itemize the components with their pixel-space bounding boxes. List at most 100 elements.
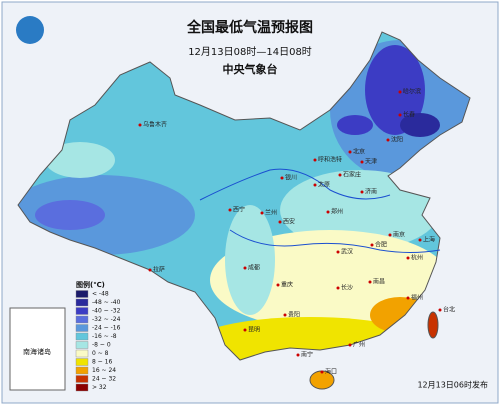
city-dot [243, 266, 247, 270]
city-label: 重庆 [281, 281, 293, 289]
legend-swatch [75, 366, 89, 375]
legend-label: 8 ~ 16 [92, 359, 112, 366]
city-dot [386, 138, 390, 142]
legend-label: 24 ~ 32 [92, 376, 116, 383]
city-dot [313, 158, 317, 162]
issuer: 中央气象台 [223, 62, 278, 76]
legend-swatch [75, 383, 89, 392]
legend-label: -16 ~ -8 [92, 333, 117, 340]
city-dot [406, 256, 410, 260]
city-dot [438, 308, 442, 312]
city-dot [283, 313, 287, 317]
city-label: 福州 [411, 294, 423, 302]
city-label: 昆明 [248, 327, 260, 334]
city-label: 西宁 [233, 206, 245, 214]
city-dot [370, 243, 374, 247]
city-label: 西安 [283, 218, 295, 226]
city-dot [138, 123, 142, 127]
city-label: 济南 [365, 188, 377, 196]
city-dot [148, 268, 152, 272]
legend-swatch [75, 307, 89, 315]
legend-swatch [75, 375, 89, 383]
legend-label: > 32 [92, 384, 107, 391]
legend-label: -32 ~ -24 [92, 316, 121, 323]
city-dot [278, 220, 282, 224]
city-dot [320, 370, 324, 374]
legend-label: -8 ~ 0 [92, 342, 111, 349]
legend-swatch [75, 290, 89, 298]
inset-label: 南海诸岛 [23, 347, 51, 356]
city-label: 南昌 [373, 278, 385, 286]
city-dot [406, 296, 410, 300]
legend-swatch [75, 332, 89, 341]
city-label: 银川 [285, 174, 297, 182]
city-dot [228, 208, 232, 212]
city-dot [336, 250, 340, 254]
city-dot [360, 190, 364, 194]
city-dot [348, 150, 352, 154]
city-dot [296, 353, 300, 357]
city-dot [348, 343, 352, 347]
city-dot [398, 90, 402, 94]
river [199, 168, 391, 201]
legend-swatch [75, 298, 89, 307]
title: 全国最低气温预报图 [186, 19, 313, 36]
city-label: 贵阳 [288, 311, 300, 319]
city-label: 广州 [353, 341, 365, 349]
city-label: 天津 [365, 159, 377, 166]
legend: 图例(℃) < -48-48 ~ -40 -40 ~ -32-32 ~ -24 -2… [75, 280, 121, 392]
city-label: 兰州 [265, 209, 277, 217]
city-dot [260, 211, 264, 215]
city-dot [280, 176, 284, 180]
city-label: 北京 [353, 148, 365, 156]
city-label: 郑州 [331, 208, 343, 216]
city-dot [398, 113, 402, 117]
legend-swatch [75, 315, 89, 324]
legend-label: 16 ~ 24 [92, 367, 116, 374]
river [229, 229, 441, 253]
city-dot [326, 210, 330, 214]
border [17, 31, 471, 361]
city-dot [388, 233, 392, 237]
legend-title: 图例(℃) [76, 280, 105, 289]
period: 12月13日08时—14日08时 [188, 46, 312, 58]
footer: 12月13日06时发布 [417, 380, 488, 390]
city-label: 合肥 [375, 241, 387, 249]
legend-swatch [75, 341, 89, 349]
city-dot [243, 328, 247, 332]
city-label: 南宁 [301, 351, 313, 359]
city-label: 南京 [393, 231, 405, 239]
legend-label: -40 ~ -32 [92, 308, 121, 315]
city-dot [336, 286, 340, 290]
inset [9, 307, 66, 391]
city-label: 哈尔滨 [403, 88, 421, 96]
logo [16, 16, 44, 44]
city-dot [418, 238, 422, 242]
legend-label: < -48 [92, 291, 109, 298]
city-dot [313, 183, 317, 187]
city-label: 上海 [423, 236, 435, 244]
city-dot [360, 160, 364, 164]
legend-label: -48 ~ -40 [92, 299, 121, 306]
legend-swatch [75, 349, 89, 358]
legend-swatch [75, 324, 89, 332]
city-label: 长沙 [341, 284, 353, 292]
city-label: 武汉 [341, 248, 353, 256]
city-label: 长春 [403, 111, 415, 119]
city-label: 成都 [248, 264, 260, 272]
city-label: 沈阳 [391, 136, 403, 144]
legend-label: 0 ~ 8 [92, 350, 109, 357]
legend-label: -24 ~ -16 [92, 325, 121, 332]
city-label: 呼和浩特 [318, 156, 342, 164]
city-dot [276, 283, 280, 287]
city-label: 拉萨 [153, 266, 165, 274]
city-dot [368, 280, 372, 284]
legend-swatch [75, 358, 89, 366]
taiwan [427, 311, 439, 339]
city-dot [338, 173, 342, 177]
city-label: 石家庄 [343, 171, 361, 179]
city-label: 台北 [443, 306, 455, 314]
city-label: 海口 [325, 368, 337, 376]
